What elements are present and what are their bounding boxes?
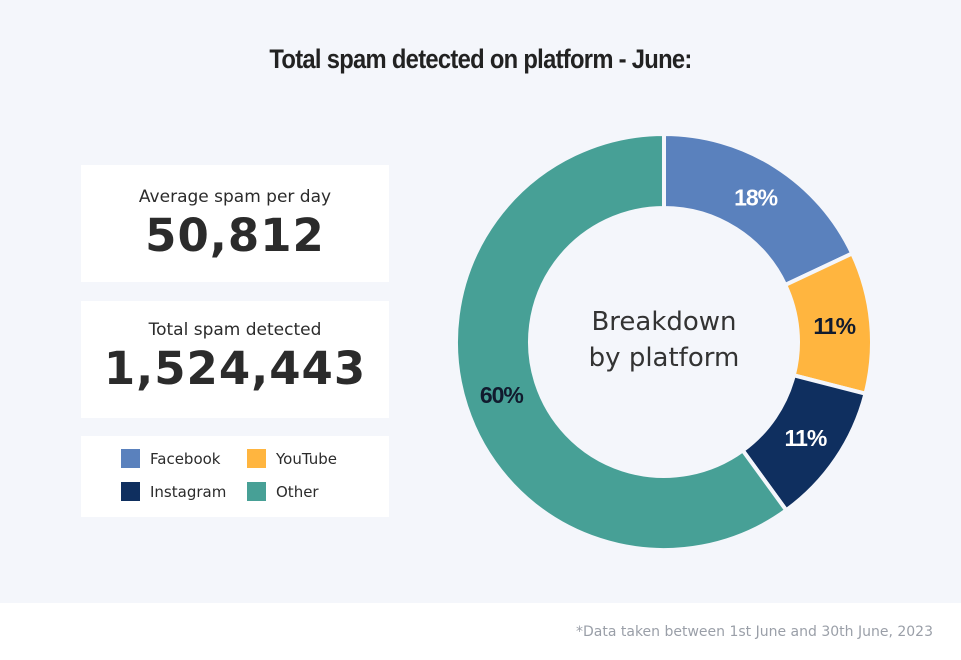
data-label-instagram: 11% bbox=[785, 425, 827, 451]
legend-swatch bbox=[247, 449, 266, 468]
page-title: Total spam detected on platform - June: bbox=[269, 44, 692, 74]
total-spam-value: 1,524,443 bbox=[103, 342, 367, 395]
data-label-other: 60% bbox=[480, 382, 524, 408]
legend-item-facebook: Facebook bbox=[121, 449, 220, 468]
legend-label: YouTube bbox=[276, 449, 337, 468]
average-spam-label: Average spam per day bbox=[138, 187, 332, 207]
data-label-facebook: 18% bbox=[734, 185, 778, 211]
center-label-line2: by platform bbox=[589, 343, 740, 373]
legend-swatch bbox=[121, 482, 140, 501]
total-spam-card: Total spam detected 1,524,443 bbox=[81, 301, 389, 418]
average-spam-card: Average spam per day 50,812 bbox=[81, 165, 389, 282]
legend-item-instagram: Instagram bbox=[121, 482, 226, 501]
legend-label: Other bbox=[276, 482, 319, 501]
legend-swatch bbox=[247, 482, 266, 501]
legend-swatch bbox=[121, 449, 140, 468]
legend-item-youtube: YouTube bbox=[247, 449, 337, 468]
average-spam-value: 50,812 bbox=[145, 209, 325, 262]
legend-item-other: Other bbox=[247, 482, 319, 501]
legend-label: Instagram bbox=[150, 482, 227, 501]
donut-slice-other bbox=[454, 131, 790, 552]
data-label-youtube: 11% bbox=[813, 313, 855, 339]
donut-chart: 18% 11% 11% 60% Breakdown by platform bbox=[454, 131, 872, 552]
legend-label: Facebook bbox=[150, 449, 221, 468]
center-label-line1: Breakdown bbox=[591, 307, 736, 337]
chart-legend: Facebook YouTube Instagram Other bbox=[81, 436, 389, 517]
footnote: *Data taken between 1st June and 30th Ju… bbox=[576, 624, 933, 640]
total-spam-label: Total spam detected bbox=[148, 320, 322, 340]
